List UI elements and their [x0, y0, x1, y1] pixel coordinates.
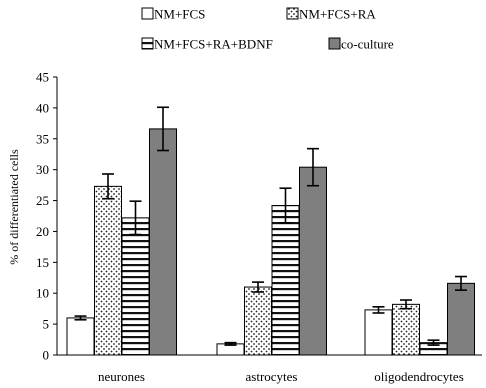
x-category-label: neurones	[98, 369, 145, 384]
bar-astrocytes-3	[271, 204, 300, 356]
y-tick-label: 35	[36, 131, 49, 146]
bar-neurones-1	[66, 317, 95, 356]
y-tick-label: 40	[36, 100, 49, 115]
y-tick-label: 25	[36, 193, 49, 208]
legend-label: co-culture	[341, 37, 394, 52]
y-tick-label: 10	[36, 286, 49, 301]
bar-neurones-4	[149, 128, 177, 356]
y-tick-label: 0	[43, 348, 50, 363]
legend-label: NM+FCS	[154, 7, 205, 22]
legend-swatch	[141, 37, 154, 50]
bar-astrocytes-4	[299, 166, 327, 356]
bar-neurones-3	[121, 217, 150, 356]
bar-oligodendrocytes-4	[447, 282, 475, 356]
y-tick-label: 20	[36, 224, 49, 239]
legend-swatch	[328, 37, 341, 50]
legend-swatch	[286, 7, 299, 20]
y-tick-label: 45	[36, 70, 49, 85]
legend-label: NM+FCS+RA	[299, 7, 376, 22]
legend: NM+FCS NM+FCS+RA NM+FCS+RA+BDNF co-culture	[141, 7, 394, 52]
legend-swatch	[141, 7, 154, 20]
bar-oligodendrocytes-1	[364, 309, 393, 356]
x-category-label: astrocytes	[246, 369, 298, 384]
y-tick-label: 5	[43, 317, 50, 332]
y-tick-label: 15	[36, 255, 49, 270]
bars	[66, 106, 475, 356]
legend-label: NM+FCS+RA+BDNF	[154, 37, 273, 52]
y-axis-label: % of differentiated cells	[7, 149, 21, 265]
bar-astrocytes-2	[244, 286, 272, 356]
bar-neurones-2	[94, 185, 122, 356]
x-axis-labels: neurones astrocytes oligodendrocytes	[98, 369, 464, 384]
x-category-label: oligodendrocytes	[374, 369, 464, 384]
bar-oligodendrocytes-2	[392, 303, 420, 356]
y-tick-label: 30	[36, 162, 49, 177]
